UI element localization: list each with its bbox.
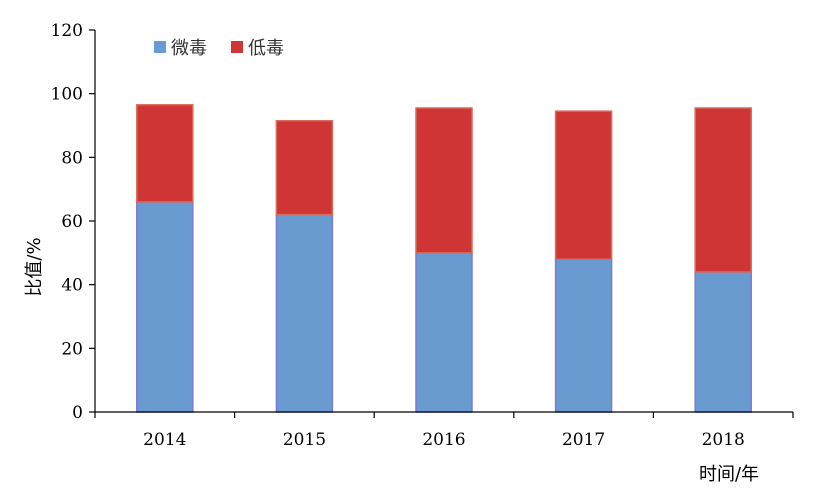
bar-weidu-2014 <box>136 201 194 413</box>
y-tick-label: 120 <box>51 21 83 41</box>
y-tick-label: 60 <box>61 212 83 232</box>
y-tick-label: 40 <box>61 276 83 296</box>
legend-label-0: 微毒 <box>171 38 207 59</box>
x-tick-label: 2015 <box>283 430 326 450</box>
legend-label-1: 低毒 <box>248 38 284 59</box>
legend-swatch-1 <box>231 41 243 53</box>
bar-didu-2018 <box>694 107 752 273</box>
bar-weidu-2017 <box>554 258 613 413</box>
bars-layer <box>136 104 752 413</box>
x-tick-label: 2016 <box>422 430 465 450</box>
y-ticks: 0 20 40 60 80 100 120 <box>51 21 95 423</box>
legend: 微毒 低毒 <box>154 38 284 59</box>
x-ticks: 2014 2015 2016 2017 2018 <box>94 412 794 450</box>
bar-didu-2016 <box>415 107 473 254</box>
bar-didu-2014 <box>136 104 194 203</box>
y-tick-label: 100 <box>51 85 83 105</box>
x-tick-label: 2017 <box>562 430 605 450</box>
y-axis-title: 比值/% <box>24 237 45 296</box>
bar-weidu-2018 <box>694 271 752 413</box>
x-tick-label: 2014 <box>143 430 186 450</box>
bar-weidu-2016 <box>415 252 473 413</box>
y-tick-label: 0 <box>72 403 83 423</box>
bar-weidu-2015 <box>275 213 334 413</box>
y-tick-label: 20 <box>61 339 83 359</box>
x-axis-title: 时间/年 <box>699 464 759 485</box>
legend-swatch-0 <box>154 41 166 53</box>
x-tick-label: 2018 <box>702 430 745 450</box>
y-tick-label: 80 <box>61 148 83 168</box>
bar-didu-2015 <box>275 119 334 216</box>
bar-didu-2017 <box>554 110 613 260</box>
